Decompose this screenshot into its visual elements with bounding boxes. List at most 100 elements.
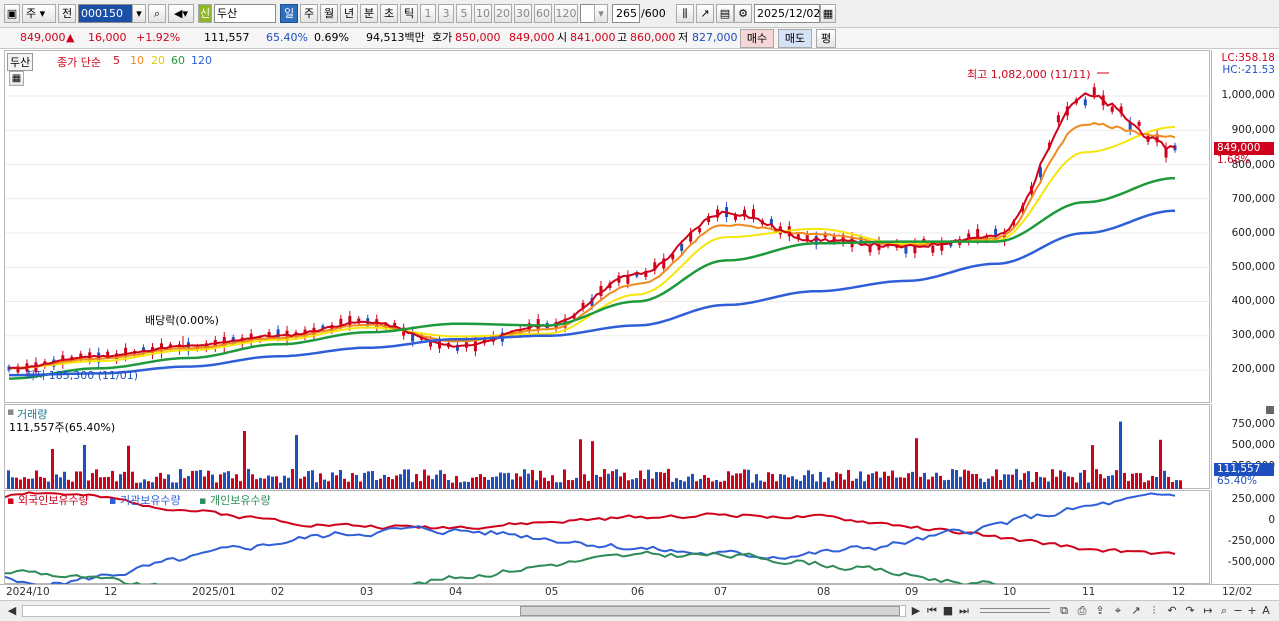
interval-10-button[interactable]: 10 <box>474 4 492 23</box>
stop-icon[interactable]: ■ <box>942 604 954 617</box>
hold-y-label-250000: 250,000 <box>1231 493 1275 505</box>
interval-5-button[interactable]: 5 <box>456 4 472 23</box>
prev-button[interactable]: 전 <box>58 4 76 23</box>
window-layout-icon[interactable]: ▣ <box>4 4 20 23</box>
candle-body <box>473 341 477 352</box>
volume-bar <box>479 474 482 489</box>
interval-120-button[interactable]: 120 <box>554 4 578 23</box>
legend-ma-10: 10 <box>130 54 144 67</box>
interval-30-button[interactable]: 30 <box>514 4 532 23</box>
ask-label: 호가 <box>432 31 453 44</box>
volume-bar <box>323 479 326 489</box>
calendar-icon[interactable]: ▦ <box>820 4 836 23</box>
print-icon[interactable]: ⎙ <box>1077 604 1087 617</box>
candle-type-icon[interactable]: ⫼ <box>676 4 694 23</box>
volume-bar <box>155 476 158 489</box>
magnifier-icon[interactable]: ⌕ <box>1220 604 1228 617</box>
volume-bar <box>567 480 570 489</box>
zoom-in-icon[interactable]: + <box>1247 604 1257 617</box>
stock-tag[interactable]: 두산 <box>7 53 34 71</box>
zoom-out-icon[interactable]: − <box>1233 604 1243 617</box>
redo-icon[interactable]: ↷ <box>1185 604 1195 617</box>
volume-bar <box>843 479 846 489</box>
scroll-thumb[interactable] <box>520 606 900 616</box>
volume-panel-close-icon[interactable] <box>1266 406 1274 414</box>
volume-bar <box>19 479 22 489</box>
volume-bar <box>395 475 398 489</box>
period-day-tab[interactable]: 일 <box>280 4 298 23</box>
copy-icon[interactable]: ⧉ <box>1060 604 1068 617</box>
rewind-icon[interactable]: ⏮ <box>927 604 937 617</box>
candle-body <box>662 258 666 269</box>
volume-bar <box>583 474 586 489</box>
search-icon[interactable]: ⌕ <box>148 4 166 23</box>
volume-bar <box>791 476 794 489</box>
date-label-07: 07 <box>714 586 728 598</box>
volume-bar <box>1063 472 1066 489</box>
code-dropdown-icon[interactable]: ▾ <box>132 4 146 23</box>
volume-bar <box>659 472 662 489</box>
candle-body <box>751 209 755 219</box>
volume-bar <box>775 481 778 489</box>
date-input[interactable]: 2025/12/02 <box>754 4 820 23</box>
scroll-right-icon[interactable]: ▶ <box>911 604 921 617</box>
holdings-panel[interactable]: ▪ 외국인보유수량 ▪ 기관보유수량 ▪ 개인보유수량 <box>4 490 1210 585</box>
grid-toggle-icon[interactable]: ▦ <box>9 71 24 86</box>
font-size-icon[interactable]: A <box>1262 604 1270 617</box>
volume-bar <box>699 478 702 489</box>
period-tick-tab[interactable]: 틱 <box>400 4 418 23</box>
volume-bar <box>1043 477 1046 489</box>
volume-bar <box>919 476 922 489</box>
volume-bar <box>515 473 518 489</box>
crosshair-icon[interactable]: ⌖ <box>1114 604 1122 617</box>
y-label-500000: 500,000 <box>1231 261 1275 273</box>
gear-icon[interactable]: ⚙ <box>734 4 752 23</box>
volume-bar <box>363 472 366 489</box>
buy-button[interactable]: 매수 <box>740 29 774 48</box>
price-panel[interactable]: 두산 종가 단순 5 10 20 60 120 ▦ 최고 1,082,000 (… <box>4 50 1211 403</box>
volume-bar <box>55 474 58 489</box>
period-minute-tab[interactable]: 분 <box>360 4 378 23</box>
trend-icon[interactable]: ↗ <box>1131 604 1141 617</box>
volume-panel[interactable]: ▪ 거래량 111,557주(65.40%) <box>4 404 1210 489</box>
volume-bar <box>391 479 394 489</box>
interval-1-button[interactable]: 1 <box>420 4 436 23</box>
step-icon[interactable]: ↦ <box>1203 604 1213 617</box>
sell-button[interactable]: 매도 <box>778 29 812 48</box>
scroll-left-icon[interactable]: ◀ <box>7 604 17 617</box>
legend-individual-label: 개인보유수량 <box>209 494 271 507</box>
fast-forward-icon[interactable]: ⏭ <box>959 604 969 617</box>
period-second-tab[interactable]: 초 <box>380 4 398 23</box>
interval-3-button[interactable]: 3 <box>438 4 454 23</box>
save-icon[interactable]: ▤ <box>716 4 734 23</box>
zoom-slider[interactable] <box>980 608 1050 613</box>
stock-name-field[interactable]: 두산 <box>214 4 276 23</box>
period-week-tab[interactable]: 주 <box>300 4 318 23</box>
type-select[interactable]: 주 ▾ <box>22 4 56 23</box>
dividend-annotation: 배당락(0.00%) <box>145 314 219 327</box>
volume-bar <box>1055 476 1058 489</box>
interval-60-button[interactable]: 60 <box>534 4 552 23</box>
line-tool-icon[interactable]: ↗ <box>696 4 714 23</box>
volume-bar <box>955 470 958 489</box>
export-icon[interactable]: ⇪ <box>1095 604 1105 617</box>
count-input[interactable]: 265 <box>612 4 640 23</box>
volume-bar <box>227 471 230 489</box>
volume-bar <box>967 470 970 489</box>
eval-button[interactable]: 평 <box>816 29 836 48</box>
volume-panel-marker: ▪ <box>7 405 15 418</box>
legend-foreign-label: 외국인보유수량 <box>17 494 89 507</box>
institution-holding-line <box>5 492 1176 585</box>
stock-code-input[interactable]: 000150 <box>78 4 146 23</box>
interval-dropdown-icon[interactable]: ▾ <box>594 4 608 23</box>
undo-icon[interactable]: ↶ <box>1167 604 1177 617</box>
period-year-tab[interactable]: 년 <box>340 4 358 23</box>
interval-20-button[interactable]: 20 <box>494 4 512 23</box>
volume-bar <box>175 482 178 489</box>
period-month-tab[interactable]: 월 <box>320 4 338 23</box>
volume-bar <box>767 472 770 489</box>
volume-bar <box>207 470 210 489</box>
volume-bar <box>79 471 82 489</box>
bars-icon[interactable]: ⫶ <box>1152 604 1156 617</box>
speaker-icon[interactable]: ◀▾ <box>168 4 194 23</box>
